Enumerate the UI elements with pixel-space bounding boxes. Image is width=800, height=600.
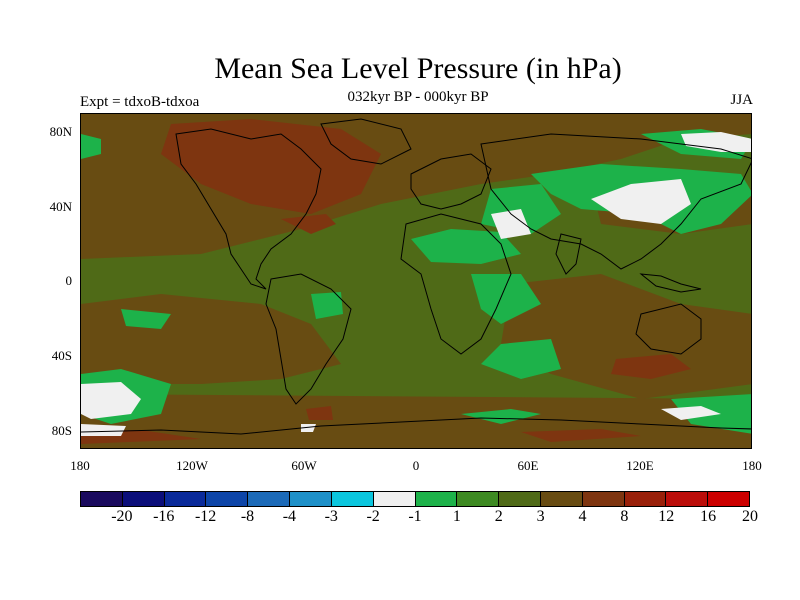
lon-label-180w: 180 [70,458,90,473]
colorbar-cell [499,492,541,506]
colorbar-cell [708,492,749,506]
colorbar-cell [666,492,709,506]
colorbar-cell [624,492,667,506]
colorbar-tick-label: 12 [658,508,675,525]
colorbar [80,491,750,507]
coastlines [81,118,751,435]
colorbar-cell [582,492,625,506]
colorbar-cell [457,492,500,506]
colorbar-tick-label: 4 [578,508,587,525]
colorbar-tick-label: 1 [452,508,461,525]
colorbar-cell [122,492,165,506]
colorbar-cell [373,492,416,506]
colorbar-tick-label: 3 [536,508,545,525]
lat-label-40n: 40N [49,199,72,214]
lat-label-80n: 80N [49,124,72,139]
lon-label-120e: 120E [626,458,654,473]
field-level-8-12 [81,119,691,444]
colorbar-tick-label: 16 [700,508,717,525]
colorbar-cell [540,492,583,506]
colorbar-cell [248,492,291,506]
colorbar-tick-label: -4 [282,508,297,525]
south-america-outline [265,273,352,405]
lat-label-80s: 80S [51,423,72,438]
colorbar-tick-label: -12 [194,508,217,525]
colorbar-tick-label: -1 [408,508,422,525]
lat-label-0: 0 [65,273,73,288]
map-svg [81,114,751,448]
colorbar-cell [290,492,332,506]
colorbar-tick-label: -16 [153,508,175,525]
colorbar-cell [81,492,123,506]
europe-outline [410,153,492,210]
map-plot-area [80,113,752,449]
lon-label-60w: 60W [291,458,317,473]
india-outline [555,233,582,275]
north-america-outline [175,128,322,290]
lon-label-60e: 60E [517,458,539,473]
lon-label-120w: 120W [176,458,208,473]
field-level-near-zero [81,132,751,436]
season-label: JJA [730,92,753,108]
colorbar-tick-label: 2 [494,508,503,525]
colorbar-cell [164,492,207,506]
colorbar-tick-label: -3 [324,508,338,525]
lon-label-180e: 180 [742,458,762,473]
colorbar-tick-label: -8 [240,508,255,525]
colorbar-tick-label: -2 [366,508,380,525]
asia-outline [480,133,751,270]
colorbar-cell [206,492,249,506]
colorbar-tick-label: 8 [620,508,629,525]
colorbar-cell [415,492,458,506]
chart-subtitle: 032kyr BP - 000kyr BP [347,89,489,105]
australia-outline [635,303,702,355]
colorbar-tick-label: -20 [111,508,133,525]
greenland-outline [320,118,412,165]
antarctica-outline [81,417,751,435]
experiment-label: Expt = tdxoB-tdxoa [80,94,200,110]
africa-outline [400,213,512,355]
chart-title: Mean Sea Level Pressure (in hPa) [214,52,622,85]
indonesia-outline [639,273,702,293]
lon-label-0: 0 [412,458,420,473]
lat-label-40s: 40S [51,348,72,363]
colorbar-tick-label: 20 [742,508,758,525]
colorbar-cell [331,492,374,506]
